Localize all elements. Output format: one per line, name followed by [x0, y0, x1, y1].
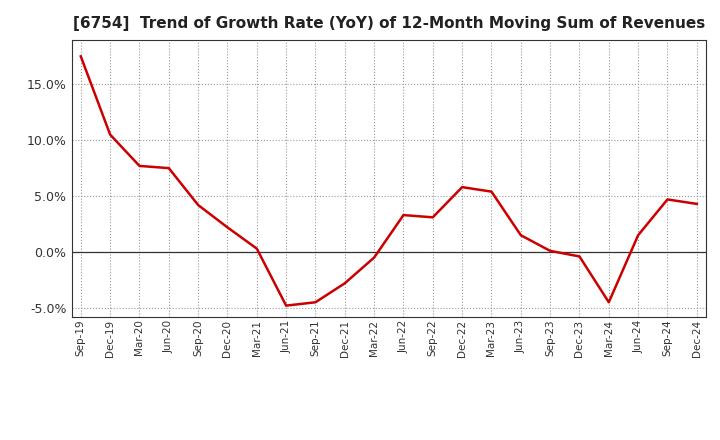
Title: [6754]  Trend of Growth Rate (YoY) of 12-Month Moving Sum of Revenues: [6754] Trend of Growth Rate (YoY) of 12-… [73, 16, 705, 32]
